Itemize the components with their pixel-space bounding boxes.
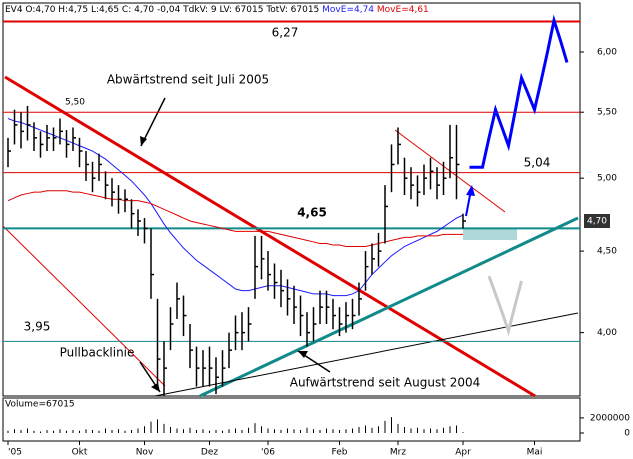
y-tick-label: 6,00 bbox=[597, 47, 617, 57]
x-tick-label: Nov bbox=[136, 448, 154, 458]
y-tick-label: 5,50 bbox=[597, 108, 617, 118]
target-zone bbox=[463, 228, 517, 240]
series-line bbox=[487, 275, 523, 337]
plot-frame bbox=[2, 2, 581, 397]
arrow-head bbox=[140, 136, 147, 146]
x-tick-label: Dez bbox=[201, 448, 218, 458]
y-tick-label: 4,50 bbox=[597, 247, 617, 257]
level-label: 4,65 bbox=[297, 206, 327, 220]
series-line bbox=[469, 14, 569, 169]
series-line bbox=[7, 118, 464, 297]
x-tick-label: Mai bbox=[527, 448, 543, 458]
x-tick-label: Mrz bbox=[390, 448, 406, 458]
price-tag-label: 4,70 bbox=[587, 217, 607, 227]
y-tick-label: 4,00 bbox=[597, 328, 617, 338]
level-label: 5,04 bbox=[524, 156, 551, 170]
y-tick-label: 5,00 bbox=[597, 174, 617, 184]
level-label: 3,95 bbox=[24, 320, 51, 334]
price-tag bbox=[584, 214, 610, 229]
x-tick-label: '05 bbox=[8, 448, 22, 458]
x-tick-label: Okt bbox=[72, 448, 88, 458]
annotation: Abwärtstrend seit Juli 2005 bbox=[107, 73, 269, 87]
volume-frame bbox=[2, 397, 581, 442]
volume-tick-label: 0 bbox=[624, 429, 630, 439]
volume-label: Volume=67015 bbox=[5, 400, 75, 410]
header: EV4 O:4,70 H:4,75 L:4,65 C: 4,70 -0,04 T… bbox=[5, 5, 429, 15]
downtrend-line bbox=[4, 75, 536, 398]
x-tick-label: Apr bbox=[455, 448, 471, 458]
series-line bbox=[7, 190, 463, 248]
annotation: Pullbacklinie bbox=[60, 346, 135, 360]
annotation: Aufwärtstrend seit August 2004 bbox=[290, 376, 481, 390]
arrow-head bbox=[466, 185, 475, 196]
level-label: 5,50 bbox=[65, 98, 85, 108]
arrow bbox=[140, 97, 166, 147]
x-tick-label: '06 bbox=[261, 448, 275, 458]
level-label: 6,27 bbox=[272, 26, 299, 40]
pullback-line bbox=[2, 225, 166, 387]
header-text: EV4 O:4,70 H:4,75 L:4,65 C: 4,70 -0,04 T… bbox=[5, 5, 319, 15]
arrow-head bbox=[298, 351, 308, 358]
volume-tick-label: 2000000 bbox=[590, 413, 630, 423]
uptrend-line bbox=[199, 216, 579, 398]
legend-entry: MovE=4,74 bbox=[322, 5, 374, 15]
x-tick-label: Feb bbox=[332, 448, 348, 458]
legend-entry: MovE=4,61 bbox=[377, 5, 429, 15]
